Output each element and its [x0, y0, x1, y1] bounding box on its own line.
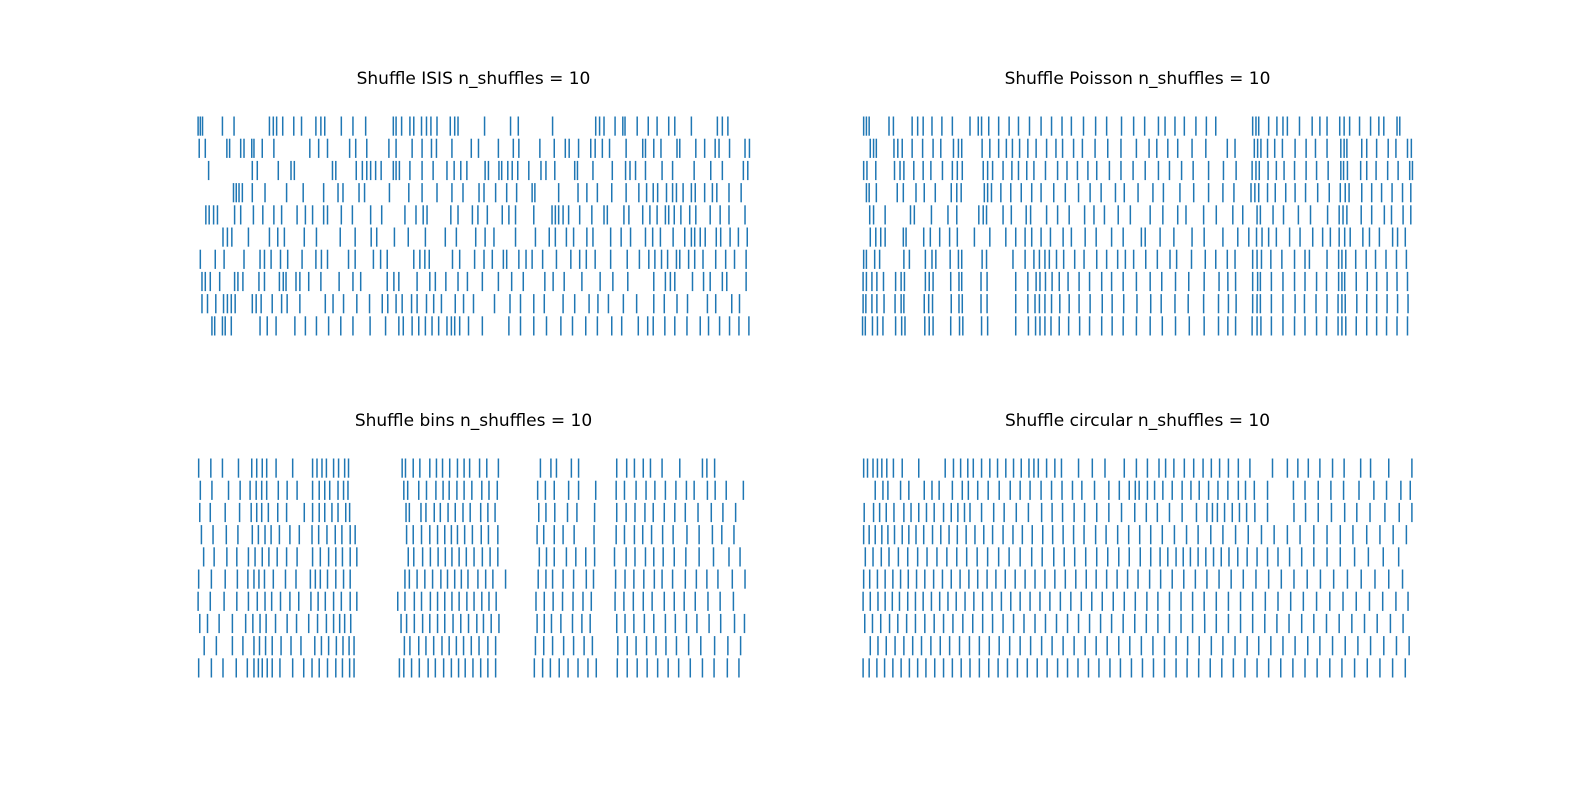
trial-row	[197, 658, 740, 678]
trial-row	[869, 227, 1407, 247]
trial-row	[862, 271, 1409, 292]
trial-row	[862, 160, 1414, 181]
panel-shuffle-isis: Shuffle ISIS n_shuffles = 10	[196, 62, 751, 337]
raster-plot	[862, 458, 1413, 678]
trial-row	[862, 116, 1401, 136]
panel-shuffle-bins: Shuffle bins n_shuffles = 10	[196, 404, 751, 679]
trial-row	[874, 480, 1411, 500]
trial-row	[207, 160, 749, 181]
trial-row	[197, 116, 729, 136]
raster-plot	[197, 458, 746, 678]
trial-row	[862, 294, 1409, 314]
trial-row	[862, 591, 1409, 611]
trial-row	[861, 316, 1409, 336]
trial-row	[211, 316, 750, 336]
trial-row	[862, 658, 1407, 678]
trial-row	[222, 227, 748, 247]
trial-row	[203, 636, 742, 656]
panel-title: Shuffle ISIS n_shuffles = 10	[356, 69, 591, 89]
trial-row	[862, 249, 1408, 269]
trial-row	[862, 569, 1404, 589]
trial-row	[197, 569, 746, 589]
trial-row	[198, 138, 751, 158]
trial-row	[869, 138, 1413, 158]
trial-row	[199, 502, 737, 523]
panel-title: Shuffle Poisson n_shuffles = 10	[1004, 69, 1271, 89]
trial-row	[199, 480, 745, 500]
trial-row	[862, 525, 1408, 545]
trial-row	[865, 183, 1412, 203]
trial-row	[864, 547, 1400, 567]
trial-row	[232, 183, 742, 203]
trial-row	[862, 458, 1413, 478]
trial-row	[199, 613, 746, 634]
trial-row	[199, 249, 747, 269]
trial-row	[868, 205, 1412, 225]
raster-plot	[197, 116, 751, 336]
trial-row	[864, 613, 1404, 634]
trial-row	[202, 547, 741, 567]
trial-row	[869, 636, 1410, 656]
trial-row	[205, 205, 746, 225]
trial-row	[200, 525, 735, 545]
panel-shuffle-circular: Shuffle circular n_shuffles = 10	[861, 404, 1414, 679]
panel-shuffle-poisson: Shuffle Poisson n_shuffles = 10	[861, 62, 1414, 337]
trial-row	[197, 458, 716, 478]
trial-row	[201, 294, 741, 314]
panel-title: Shuffle bins n_shuffles = 10	[354, 411, 593, 431]
trial-row	[863, 502, 1413, 523]
trial-row	[197, 591, 735, 611]
trial-row	[201, 271, 747, 292]
raster-plot	[861, 116, 1414, 336]
panel-title: Shuffle circular n_shuffles = 10	[1004, 411, 1271, 431]
